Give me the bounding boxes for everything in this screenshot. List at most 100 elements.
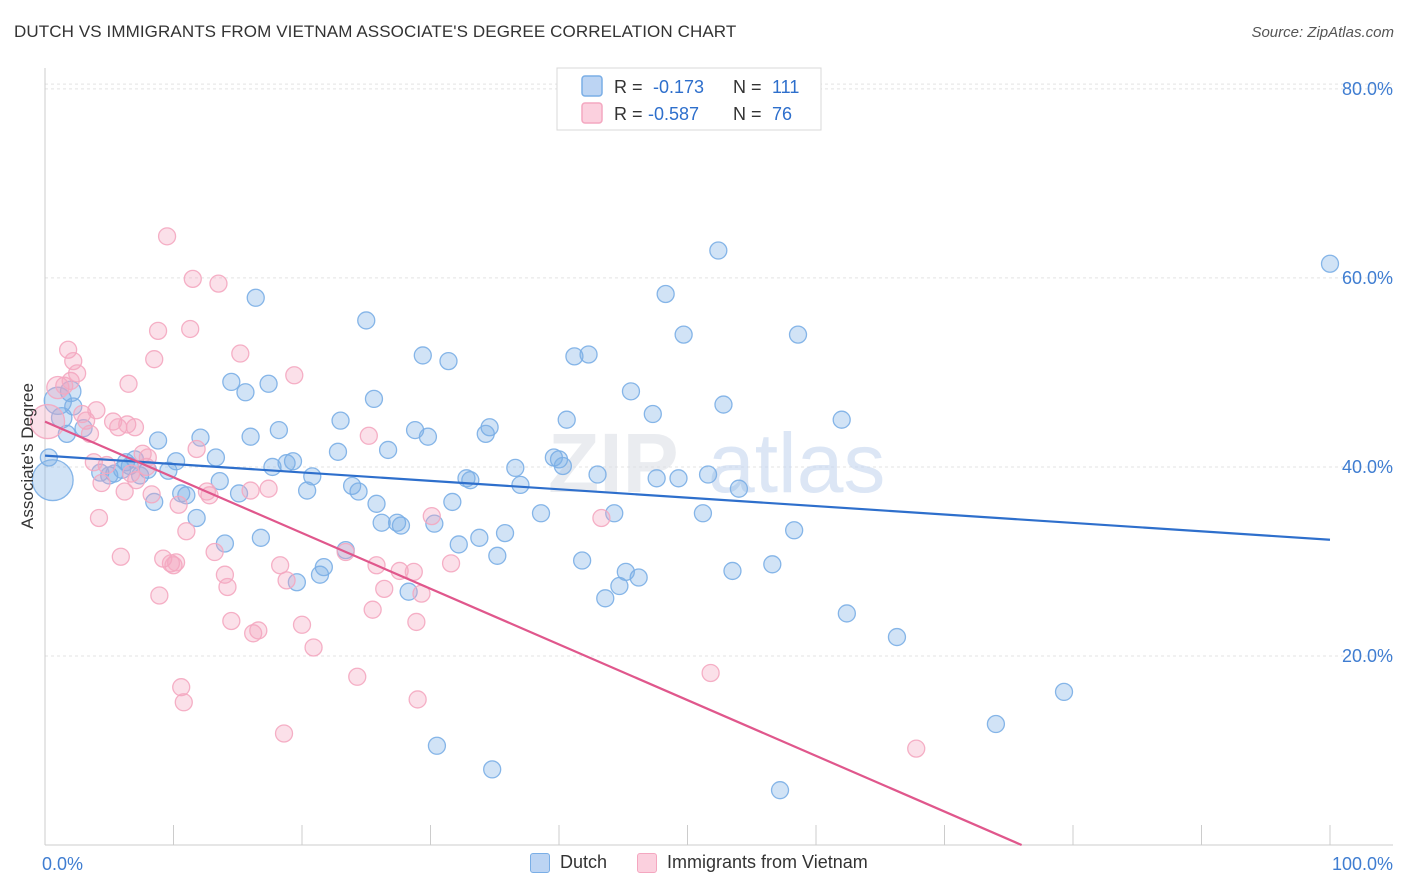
vietnam-point <box>187 439 206 459</box>
dutch-point <box>656 284 675 304</box>
dutch-point <box>488 546 507 565</box>
vietnam-point <box>169 495 188 514</box>
vietnam-point <box>150 586 169 605</box>
vietnam-point <box>111 547 130 566</box>
dutch-point <box>480 418 499 437</box>
vietnam-point <box>304 638 323 657</box>
vietnam-point <box>907 739 926 758</box>
dutch-point <box>553 456 573 476</box>
vietnam-point <box>115 482 134 501</box>
dutch-point <box>723 561 742 581</box>
vietnam-point <box>205 542 224 562</box>
vietnam-point <box>348 667 367 686</box>
dutch-point <box>413 346 432 365</box>
legend-swatch-dutch <box>530 852 550 873</box>
dutch-point <box>187 508 206 528</box>
vietnam-point <box>285 366 304 385</box>
dutch-point <box>246 288 265 307</box>
vietnam-point <box>125 418 145 437</box>
vietnam-point <box>67 364 87 383</box>
legend-item-vietnam[interactable]: Immigrants from Vietnam <box>637 852 868 873</box>
dutch-point <box>357 311 376 330</box>
vietnam-point <box>375 579 394 599</box>
dutch-point <box>427 736 447 755</box>
dutch-point <box>303 467 322 486</box>
legend-label-dutch: Dutch <box>560 852 608 872</box>
dutch-point <box>643 404 662 424</box>
dutch-point <box>565 347 584 366</box>
vietnam-point <box>231 344 250 363</box>
vietnam-point <box>157 227 177 246</box>
dutch-point <box>364 389 384 409</box>
vietnam-point <box>407 612 426 632</box>
watermark-atlas: atlas <box>708 416 885 510</box>
dutch-point <box>449 535 468 554</box>
legend-swatch-vietnam <box>581 102 603 124</box>
dutch-point <box>314 557 333 577</box>
vietnam-point <box>249 621 268 640</box>
vietnam-point <box>127 471 146 490</box>
vietnam-point <box>441 554 461 573</box>
legend-swatch-dutch <box>581 75 603 97</box>
vietnam-point <box>58 340 78 359</box>
dutch-point <box>206 448 226 467</box>
dutch-point <box>770 781 790 800</box>
y-tick-label: 40.0% <box>1342 457 1393 477</box>
vietnam-point <box>422 506 441 526</box>
dutch-point <box>511 475 530 495</box>
vietnam-point <box>87 401 106 420</box>
dutch-point <box>418 427 438 446</box>
vietnam-point <box>80 424 100 444</box>
dutch-point <box>483 760 502 779</box>
dutch-point <box>531 504 551 523</box>
vietnam-point <box>271 556 290 575</box>
vietnam-point <box>148 321 168 341</box>
dutch-point <box>785 521 804 540</box>
dutch-point <box>443 492 462 512</box>
dutch-point <box>391 516 411 535</box>
y-axis-label: Associate's Degree <box>18 383 37 529</box>
dutch-point <box>693 504 713 523</box>
dutch-point <box>669 469 688 488</box>
dutch-points <box>31 241 1340 800</box>
vietnam-point <box>209 274 228 293</box>
vietnam-point <box>103 412 123 431</box>
vietnam-point <box>183 269 202 289</box>
vietnam-point <box>174 693 193 712</box>
dutch-point <box>714 395 733 414</box>
vietnam-point <box>164 556 183 575</box>
legend-item-dutch[interactable]: Dutch <box>530 852 607 873</box>
dutch-point <box>572 551 592 570</box>
dutch-point <box>331 411 350 430</box>
vietnam-point <box>363 600 382 619</box>
dutch-point <box>269 420 289 440</box>
x-tick-labels: 0.0% 100.0% <box>42 854 1393 874</box>
vietnam-point <box>172 678 191 697</box>
dutch-point <box>222 372 241 392</box>
dutch-point <box>297 481 317 500</box>
dutch-point <box>596 589 615 608</box>
vietnam-points <box>29 227 926 758</box>
vietnam-point <box>142 485 161 504</box>
vietnam-point <box>92 473 111 493</box>
legend-bottom: Dutch Immigrants from Vietnam <box>530 852 898 873</box>
dutch-point <box>647 469 666 488</box>
vietnam-point <box>61 371 80 391</box>
vietnam-point <box>181 319 200 339</box>
legend-n-label: N = <box>733 104 762 124</box>
dutch-point <box>557 410 576 429</box>
dutch-point <box>31 459 74 502</box>
vietnam-point <box>277 571 296 590</box>
vietnam-point <box>292 615 312 634</box>
legend-n-label: N = <box>733 77 762 97</box>
legend-r-label: R = <box>614 104 643 124</box>
vietnam-trend-line <box>44 420 1023 847</box>
dutch-point <box>241 427 260 446</box>
legend-swatch-vietnam <box>637 852 658 873</box>
dutch-point <box>729 479 749 498</box>
dutch-point <box>283 452 303 471</box>
y-tick-label: 80.0% <box>1342 79 1393 99</box>
dutch-point <box>506 458 525 478</box>
dutch-point <box>832 410 851 429</box>
